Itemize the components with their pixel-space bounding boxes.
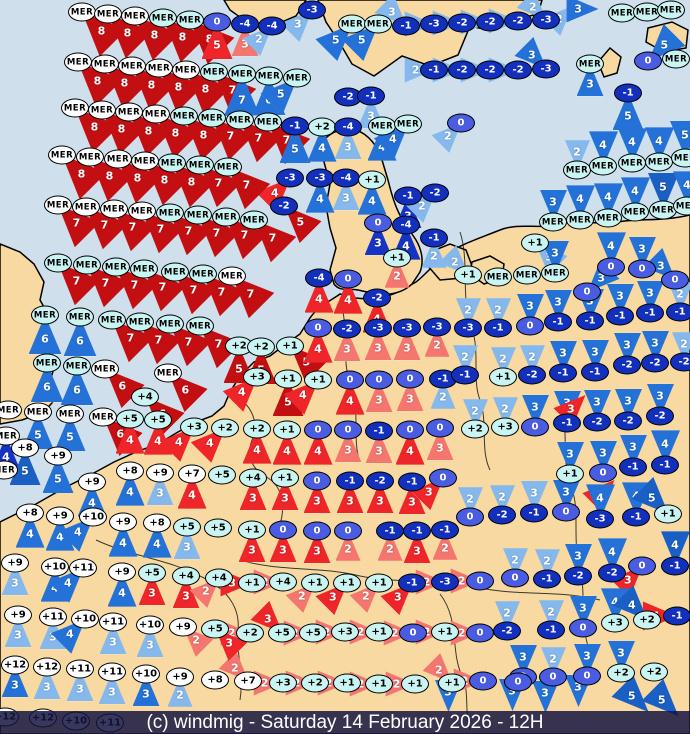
caption-bar: (c) windmig - Saturday 14 February 2026 … — [0, 711, 690, 734]
caption-text: (c) windmig - Saturday 14 February 2026 … — [146, 711, 544, 733]
